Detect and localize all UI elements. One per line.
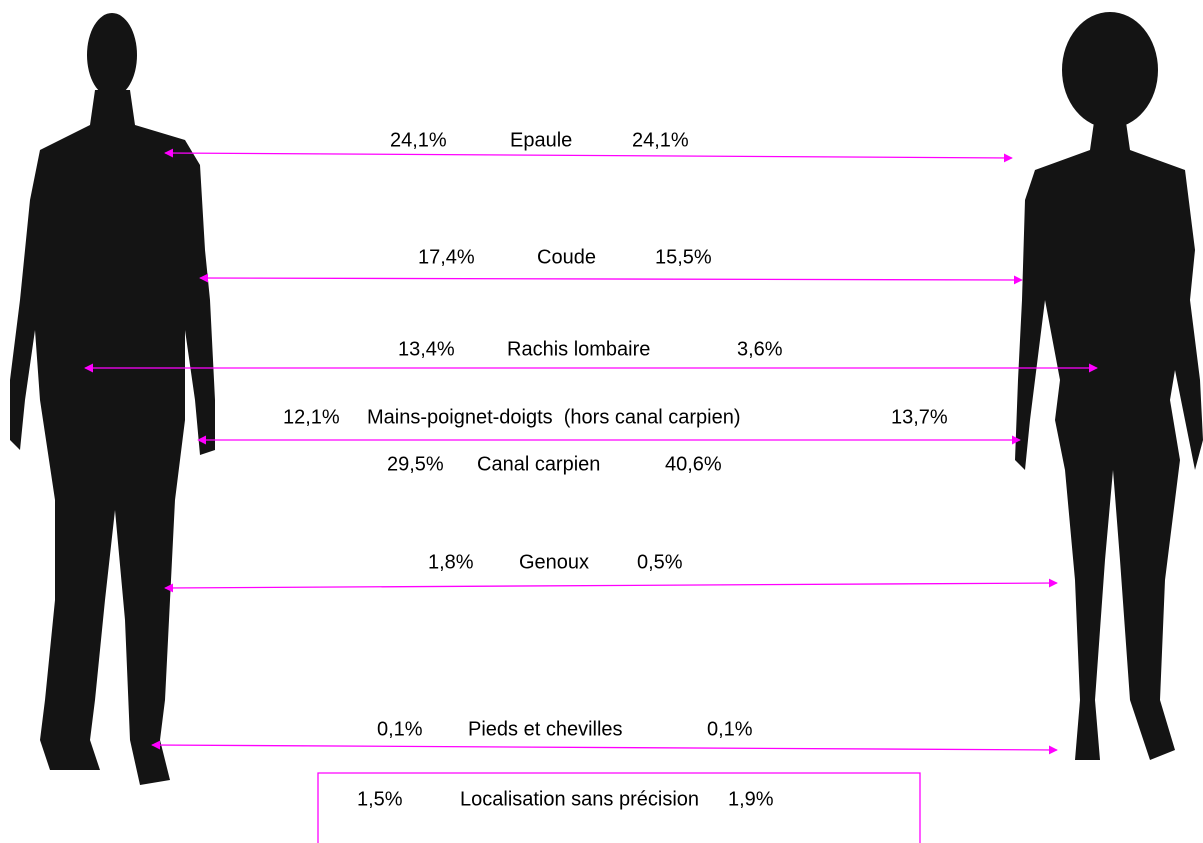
right-value: 0,1% [707,718,753,740]
left-value: 1,8% [428,551,474,573]
left-value: 29,5% [387,453,444,475]
right-value: 3,6% [737,338,783,360]
footer-box [317,772,921,843]
right-value: 15,5% [655,246,712,268]
region-label: Coude [537,246,596,268]
region-label: Localisation sans précision [460,788,699,810]
left-value: 13,4% [398,338,455,360]
right-value: 1,9% [728,788,774,810]
left-value: 1,5% [357,788,403,810]
woman-silhouette [1015,12,1203,760]
left-value: 24,1% [390,129,447,151]
right-value: 24,1% [632,129,689,151]
region-label: Genoux [519,551,589,573]
arrow [164,148,1013,163]
right-value: 13,7% [891,406,948,428]
man-silhouette [10,13,215,785]
right-value: 0,5% [637,551,683,573]
region-label: Rachis lombaire [507,338,650,360]
left-value: 17,4% [418,246,475,268]
region-label: Epaule [510,129,572,151]
left-value: 12,1% [283,406,340,428]
left-value: 0,1% [377,718,423,740]
region-label: Pieds et chevilles [468,718,623,740]
right-value: 40,6% [665,453,722,475]
region-label: Canal carpien [477,453,600,475]
arrow [199,273,1023,285]
arrow [164,578,1058,593]
arrow [151,740,1058,755]
region-label: Mains-poignet-doigts (hors canal carpien… [367,406,741,428]
